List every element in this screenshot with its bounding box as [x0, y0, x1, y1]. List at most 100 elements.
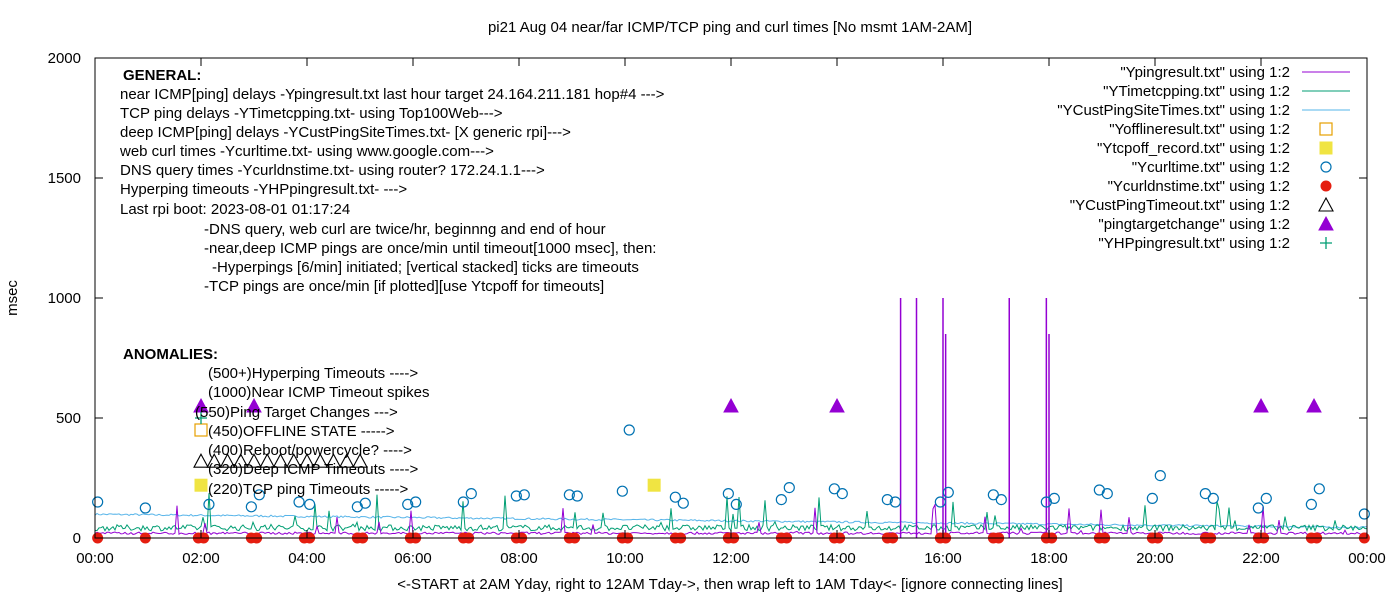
annotation-text: web curl times -Ycurltime.txt- using www…: [119, 143, 494, 160]
point-curl: [623, 424, 635, 436]
point-curl: [889, 496, 901, 508]
x-tick-label: 18:00: [1030, 550, 1068, 567]
point-target: [246, 397, 262, 413]
point-timeout: [232, 453, 249, 468]
point-curl: [245, 501, 257, 513]
point-curl: [836, 488, 848, 500]
x-tick-label: 10:00: [606, 550, 644, 567]
annotation-text: (500+)Hyperping Timeouts ---->: [208, 365, 418, 382]
y-axis-label: msec: [4, 280, 21, 316]
legend-entry: "YTimetcpping.txt" using 1:2: [1103, 83, 1290, 100]
point-curl: [518, 489, 530, 501]
point-curl: [1101, 488, 1113, 500]
point-curl: [1146, 492, 1158, 504]
x-tick-label: 22:00: [1242, 550, 1280, 567]
point-timeout: [312, 453, 329, 468]
point-curl: [828, 483, 840, 495]
point-curl: [571, 490, 583, 502]
point-curl: [203, 498, 215, 510]
annotation-text: -TCP pings are once/min [if plotted][use…: [204, 278, 604, 295]
x-tick-label: 16:00: [924, 550, 962, 567]
legend-entry: "Ycurldnstime.txt" using 1:2: [1108, 178, 1290, 195]
legend-swatch: [1320, 180, 1332, 192]
point-curl: [510, 490, 522, 502]
point-curl: [304, 498, 316, 510]
annotation-text: -near,deep ICMP pings are once/min until…: [204, 240, 656, 257]
point-timeout: [272, 453, 289, 468]
legend-swatch: [1318, 196, 1334, 212]
legend-swatch: [1319, 141, 1333, 155]
x-axis-label: <-START at 2AM Yday, right to 12AM Tday-…: [397, 576, 1062, 593]
annotation-text: ANOMALIES:: [123, 346, 218, 363]
point-target: [1253, 397, 1269, 413]
annotation-text: deep ICMP[ping] delays -YCustPingSiteTim…: [120, 124, 571, 141]
y-tick-label: 1500: [48, 170, 81, 187]
legend-entry: "Ytcpoff_record.txt" using 1:2: [1097, 140, 1290, 157]
point-timeout: [352, 453, 368, 468]
point-curl: [934, 496, 946, 508]
point-curl: [1358, 508, 1370, 520]
legend-entry: "YHPpingresult.txt" using 1:2: [1098, 235, 1290, 252]
point-curl: [775, 494, 787, 506]
point-curl: [402, 498, 414, 510]
annotation-text: (400)Reboot/powercycle? ---->: [208, 442, 412, 459]
point-hp: [195, 412, 207, 424]
x-tick-label: 00:00: [1348, 550, 1386, 567]
point-curl: [359, 497, 371, 509]
annotation-text: (450)OFFLINE STATE ----->: [208, 423, 395, 440]
y-tick-label: 500: [56, 410, 81, 427]
x-tick-label: 20:00: [1136, 550, 1174, 567]
tick-layer: 0 500 1000 1500 2000 00:00 02:00 04:00 06:00 08:0…: [48, 50, 1386, 567]
point-target: [723, 397, 739, 413]
point-timeout: [285, 453, 302, 468]
point-curl: [1305, 498, 1317, 510]
point-timeout: [259, 453, 276, 468]
annotation-text: DNS query times -Ycurldnstime.txt- using…: [120, 162, 545, 179]
annotation-text: (220)TCP ping Timeouts ----->: [208, 481, 408, 498]
legend-entry: "Yofflineresult.txt" using 1:2: [1109, 121, 1290, 138]
annotation-text: near ICMP[ping] delays -Ypingresult.txt …: [120, 86, 665, 103]
annotation-text: -DNS query, web curl are twice/hr, begin…: [204, 221, 606, 238]
point-curl: [942, 486, 954, 498]
point-curl: [253, 489, 265, 501]
point-curl: [92, 496, 104, 508]
annotation-text: GENERAL:: [123, 67, 201, 84]
point-curl: [1207, 492, 1219, 504]
legend-swatch: [1320, 161, 1332, 173]
x-tick-label: 00:00: [76, 550, 114, 567]
annotation-text: (550)Ping Target Changes --->: [195, 404, 398, 421]
annotation-text: Hyperping timeouts -YHPpingresult.txt- -…: [120, 181, 407, 198]
point-curl: [730, 498, 742, 510]
annotation-text: (320)Deep ICMP Timeouts ---->: [208, 461, 418, 478]
point-curl: [457, 496, 469, 508]
legend-entry: "YCustPingSiteTimes.txt" using 1:2: [1057, 102, 1290, 119]
annotation-text: -Hyperpings [6/min] initiated; [vertical…: [212, 259, 639, 276]
point-timeout: [219, 453, 236, 468]
y-tick-label: 1000: [48, 290, 81, 307]
y-tick-label: 2000: [48, 50, 81, 67]
legend-swatch: [1320, 237, 1332, 249]
annotation-text: Last rpi boot: 2023-08-01 01:17:24: [120, 201, 350, 218]
point-curl: [563, 489, 575, 501]
point-curl: [783, 482, 795, 494]
point-curl: [616, 485, 628, 497]
point-timeout: [338, 453, 355, 468]
legend-entry: "Ycurltime.txt" using 1:2: [1132, 159, 1290, 176]
y-tick-label: 0: [73, 530, 81, 547]
point-curl: [1048, 492, 1060, 504]
point-tcpoff: [194, 478, 208, 492]
point-curl: [987, 489, 999, 501]
x-tick-label: 14:00: [818, 550, 856, 567]
chart-title: pi21 Aug 04 near/far ICMP/TCP ping and c…: [488, 19, 972, 36]
point-curl: [1313, 483, 1325, 495]
point-timeout: [206, 453, 223, 468]
legend: "Ypingresult.txt" using 1:2 "YTimetcpping…: [1057, 64, 1350, 252]
point-target: [829, 397, 845, 413]
point-timeout: [193, 453, 209, 468]
point-curl: [1252, 502, 1264, 514]
x-tick-label: 08:00: [500, 550, 538, 567]
plot-border: [94, 57, 1368, 539]
point-timeout: [325, 453, 342, 468]
